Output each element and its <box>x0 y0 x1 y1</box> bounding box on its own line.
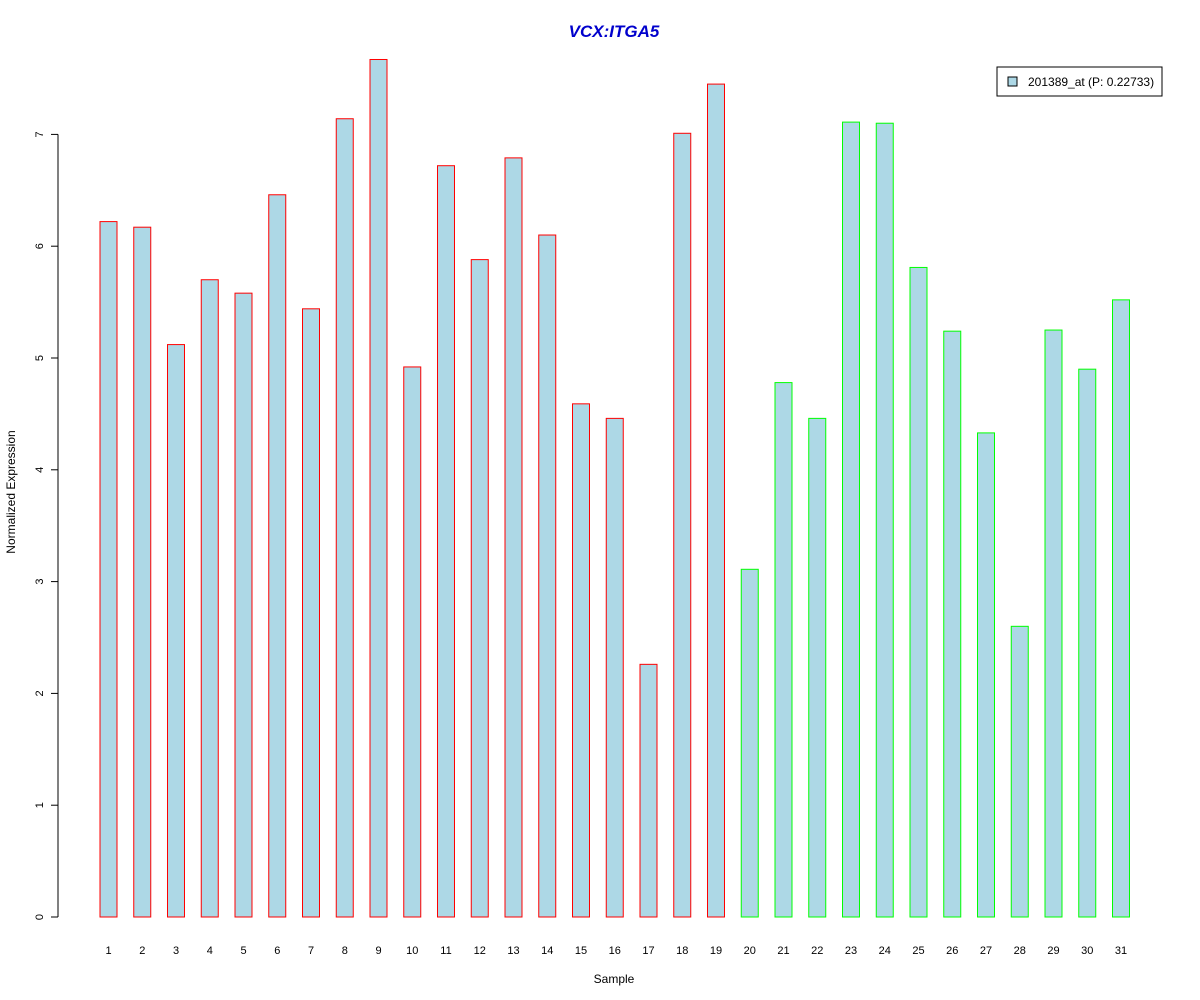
bar-sample-31 <box>1112 299 1130 918</box>
bar-sample-5 <box>234 292 253 918</box>
y-axis-label: Normalized Expression <box>4 430 18 553</box>
bar-sample-17 <box>639 663 658 918</box>
x-tick-label: 24 <box>879 945 891 957</box>
bar-sample-22 <box>808 417 827 918</box>
legend: 201389_at (P: 0.22733) <box>996 66 1163 97</box>
x-tick-label: 1 <box>105 945 111 957</box>
x-tick-label: 12 <box>474 945 486 957</box>
y-tick-label: 3 <box>34 579 46 585</box>
x-tick-label: 28 <box>1014 945 1026 957</box>
chart-title: VCX:ITGA5 <box>569 22 660 41</box>
bar-sample-2 <box>133 226 152 918</box>
x-tick-label: 21 <box>777 945 789 957</box>
y-tick-label: 1 <box>34 802 46 808</box>
bar-sample-26 <box>943 330 962 918</box>
x-tick-label: 29 <box>1047 945 1059 957</box>
bar-sample-10 <box>403 366 422 918</box>
x-tick-label: 11 <box>440 945 451 957</box>
x-tick-label: 18 <box>676 945 688 957</box>
bar-sample-21 <box>774 382 793 918</box>
x-tick-label: 27 <box>980 945 992 957</box>
x-tick-label: 22 <box>811 945 823 957</box>
bar-sample-1 <box>99 221 118 918</box>
x-tick-label: 9 <box>375 945 381 957</box>
x-tick-label: 26 <box>946 945 958 957</box>
bar-sample-7 <box>302 308 320 918</box>
x-tick-label: 20 <box>744 945 756 957</box>
bar-sample-28 <box>1010 625 1029 918</box>
bar-sample-18 <box>673 132 692 918</box>
bar-sample-13 <box>504 157 523 918</box>
x-tick-label: 14 <box>541 945 553 957</box>
bar-sample-19 <box>707 83 725 918</box>
x-tick-label: 31 <box>1115 945 1127 957</box>
bar-sample-4 <box>200 279 219 918</box>
x-tick-label: 7 <box>308 945 314 957</box>
legend-box <box>996 66 1163 97</box>
x-tick-label: 25 <box>912 945 924 957</box>
x-tick-label: 17 <box>642 945 654 957</box>
bar-sample-14 <box>538 234 557 918</box>
bar-sample-11 <box>437 165 455 918</box>
bar-sample-29 <box>1044 329 1063 918</box>
x-tick-label: 4 <box>207 945 213 957</box>
y-tick-label: 4 <box>34 467 46 473</box>
bar-sample-3 <box>167 344 185 918</box>
y-tick-label: 7 <box>34 131 46 137</box>
bars-group <box>99 58 1130 918</box>
x-axis-label: Sample <box>594 972 635 986</box>
y-tick-label: 2 <box>34 690 46 696</box>
bar-sample-20 <box>740 568 759 918</box>
x-tick-label: 3 <box>173 945 179 957</box>
x-tick-label: 8 <box>342 945 348 957</box>
y-tick-label: 6 <box>34 243 46 249</box>
bar-sample-9 <box>369 58 388 918</box>
legend-swatch <box>1007 76 1018 87</box>
y-axis: 0 1 2 3 4 5 6 7 <box>34 131 59 920</box>
y-tick-label: 5 <box>34 355 46 361</box>
x-tick-label: 23 <box>845 945 857 957</box>
bar-sample-25 <box>909 266 928 918</box>
bar-sample-27 <box>977 432 995 918</box>
x-tick-label: 30 <box>1081 945 1093 957</box>
y-tick-label: 0 <box>34 914 46 920</box>
bar-sample-23 <box>842 121 860 918</box>
bar-sample-12 <box>470 259 489 918</box>
bar-sample-6 <box>268 194 287 918</box>
x-tick-label: 5 <box>240 945 246 957</box>
bar-sample-24 <box>875 122 894 918</box>
x-tick-label: 19 <box>710 945 722 957</box>
x-tick-label: 10 <box>406 945 418 957</box>
x-tick-labels: 1 2 3 4 5 6 7 8 9 10 11 12 13 14 15 16 17 18 19 20 21 22 23 24 2… <box>105 945 1127 957</box>
bar-sample-30 <box>1078 368 1097 918</box>
x-tick-label: 2 <box>139 945 145 957</box>
legend-label: 201389_at (P: 0.22733) <box>1028 75 1154 89</box>
bar-sample-8 <box>335 118 354 918</box>
bar-sample-15 <box>572 403 590 918</box>
x-tick-label: 16 <box>609 945 621 957</box>
bar-sample-16 <box>605 417 624 918</box>
x-tick-label: 13 <box>507 945 519 957</box>
x-tick-label: 6 <box>274 945 280 957</box>
x-tick-label: 15 <box>575 945 587 957</box>
